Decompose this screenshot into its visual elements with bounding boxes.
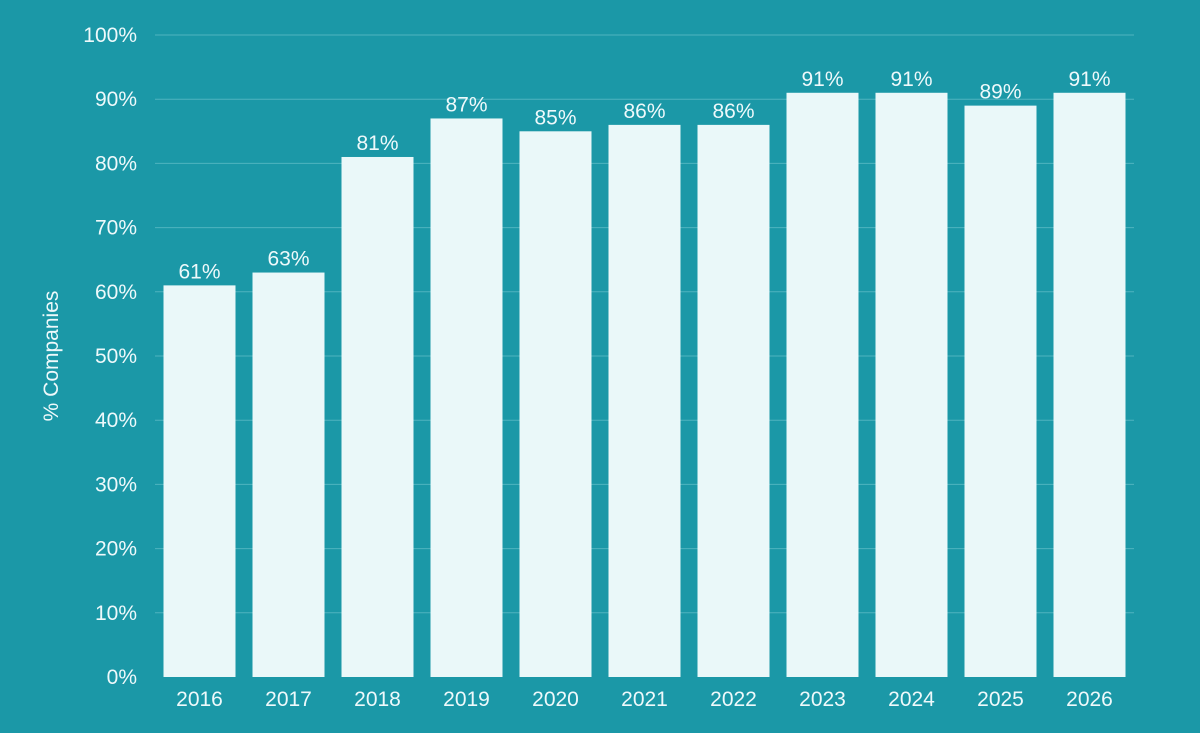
y-tick-label: 60% [95, 281, 137, 304]
x-tick-label: 2019 [443, 688, 490, 711]
bar [875, 92, 948, 677]
bars [163, 92, 1126, 678]
y-tick-label: 90% [95, 88, 137, 111]
x-tick-label: 2018 [354, 688, 401, 711]
y-tick-label: 20% [95, 538, 137, 561]
x-tick-label: 2017 [265, 688, 312, 711]
bar [252, 272, 325, 677]
y-tick-label: 10% [95, 602, 137, 625]
bar [430, 118, 503, 677]
bar-value-label: 61% [178, 260, 220, 283]
bar [964, 105, 1037, 678]
y-tick-label: 50% [95, 345, 137, 368]
bar [519, 131, 592, 678]
bar-value-label: 91% [1068, 68, 1110, 91]
bar [608, 124, 681, 677]
bar-value-label: 87% [445, 93, 487, 116]
bar [697, 124, 770, 677]
y-tick-label: 0% [107, 666, 137, 689]
x-tick-label: 2022 [710, 688, 757, 711]
x-tick-label: 2024 [888, 688, 935, 711]
y-tick-label: 40% [95, 409, 137, 432]
x-tick-label: 2020 [532, 688, 579, 711]
y-tick-label: 30% [95, 473, 137, 496]
bar-value-label: 91% [890, 68, 932, 91]
x-axis: 2016 2017 2018 2019 2020 2021 2022 2023 2024 2025… [176, 688, 1113, 711]
y-tick-label: 100% [83, 24, 137, 47]
bar [786, 92, 859, 677]
bar-value-labels: 61% 63% 81% 87% 85% 86% 86% 91% 91% 89% 91% [178, 68, 1110, 284]
bar-value-label: 86% [712, 100, 754, 123]
x-tick-label: 2025 [977, 688, 1024, 711]
y-tick-label: 70% [95, 217, 137, 240]
bar-value-label: 91% [801, 68, 843, 91]
bar-value-label: 86% [623, 100, 665, 123]
bar-value-label: 63% [267, 248, 309, 271]
bar [1053, 92, 1126, 677]
x-tick-label: 2016 [176, 688, 223, 711]
bar [341, 156, 414, 678]
x-tick-label: 2021 [621, 688, 668, 711]
y-axis-label: % Companies [40, 291, 63, 422]
y-axis: 0% 10% 20% 30% 40% 50% 60% 70% 80% 90% 100% [83, 24, 137, 689]
x-tick-label: 2026 [1066, 688, 1113, 711]
bar-value-label: 89% [979, 81, 1021, 104]
bar-value-label: 85% [534, 106, 576, 129]
x-tick-label: 2023 [799, 688, 846, 711]
bar [163, 285, 236, 677]
y-tick-label: 80% [95, 152, 137, 175]
bar-value-label: 81% [356, 132, 398, 155]
